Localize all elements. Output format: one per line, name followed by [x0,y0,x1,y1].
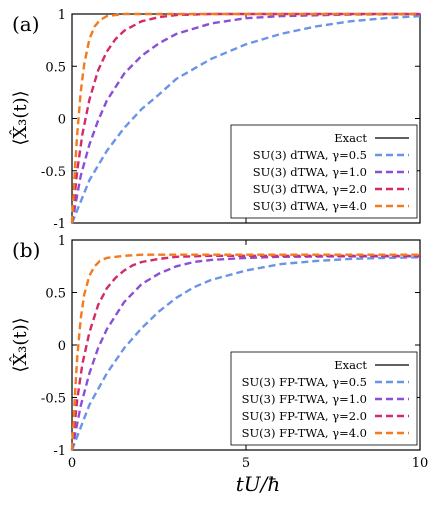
legend-entry-label: SU(3) FP-TWA, γ=0.5 [242,375,367,389]
series-line-b-4 [70,253,420,451]
y-tick-label: 1 [58,8,66,23]
legend-entry-label: SU(3) dTWA, γ=0.5 [253,148,367,162]
y-tick-label: 1 [58,234,66,249]
y-tick-label: -1 [53,217,66,232]
y-tick-label: 0.5 [45,60,66,75]
legend-entry-label: SU(3) FP-TWA, γ=1.0 [242,392,367,406]
x-tick-label: 5 [242,456,250,471]
legend-entry-label: Exact [334,358,367,372]
panel-a-y-axis-label: ⟨X̂₃(t)⟩ [9,90,31,145]
panel-b-y-axis-label: ⟨X̂₃(t)⟩ [9,317,31,372]
panel-a-label: (a) [12,12,40,36]
x-tick-label: 0 [68,456,76,471]
y-tick-label: 0.5 [45,287,66,302]
y-tick-label: -0.5 [41,392,66,407]
x-tick-label: 10 [412,456,429,471]
shared-x-axis-label: tU/ħ [236,472,281,496]
legend-entry-label: SU(3) dTWA, γ=1.0 [253,165,367,179]
series-line-b-1 [70,256,421,451]
series-line-a-4 [70,12,420,224]
series-line-b-2 [70,255,420,451]
y-tick-label: -0.5 [41,165,66,180]
y-tick-label: -1 [53,444,66,459]
y-tick-label: 0 [58,339,66,354]
series-line-a-1 [70,14,421,224]
legend-entry-label: SU(3) dTWA, γ=4.0 [253,199,367,213]
legend-entry-label: Exact [334,131,367,145]
legend-entry-label: SU(3) FP-TWA, γ=2.0 [242,409,367,423]
legend-entry-label: SU(3) dTWA, γ=2.0 [253,182,367,196]
series-line-b-3 [70,254,420,451]
y-tick-label: 0 [58,113,66,128]
panel-b-label: (b) [12,238,40,262]
legend-entry-label: SU(3) FP-TWA, γ=4.0 [242,426,367,440]
